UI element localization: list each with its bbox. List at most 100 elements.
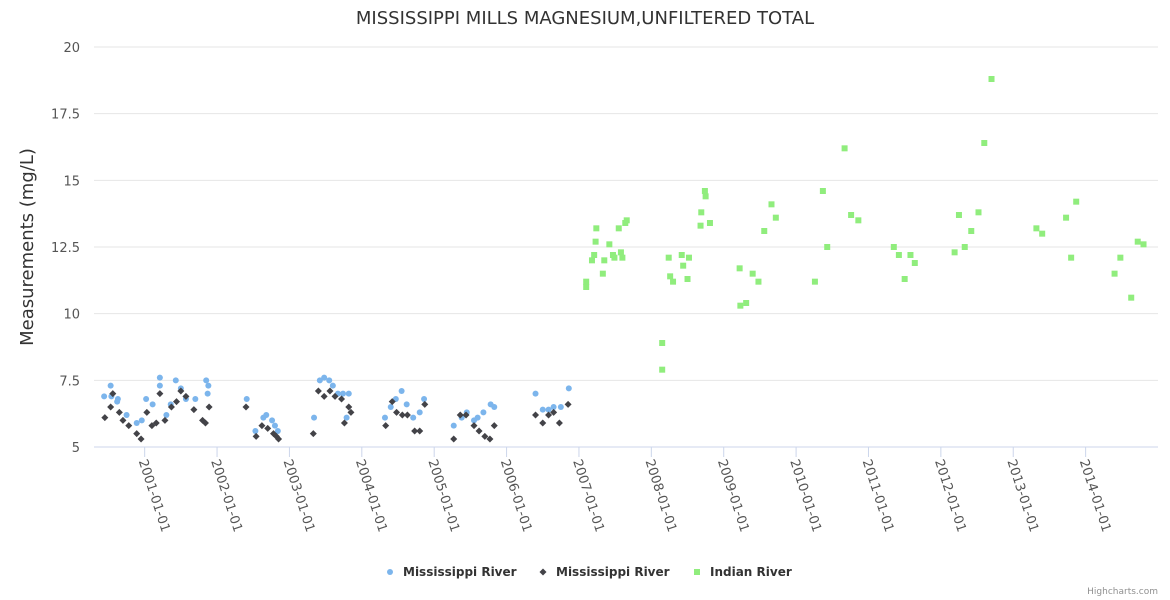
- legend-label[interactable]: Indian River: [710, 565, 792, 579]
- data-point[interactable]: [275, 435, 283, 443]
- data-point[interactable]: [550, 408, 558, 416]
- legend[interactable]: Mississippi River Mississippi River Indian…: [387, 565, 792, 579]
- data-point[interactable]: [339, 390, 346, 397]
- data-point[interactable]: [123, 412, 130, 418]
- data-point[interactable]: [684, 276, 691, 282]
- data-point[interactable]: [539, 406, 546, 413]
- data-point[interactable]: [421, 400, 429, 408]
- data-point[interactable]: [107, 382, 114, 389]
- data-point[interactable]: [137, 435, 145, 443]
- data-point[interactable]: [167, 403, 175, 411]
- data-point[interactable]: [343, 414, 350, 421]
- data-point[interactable]: [606, 241, 613, 248]
- data-point[interactable]: [667, 273, 674, 280]
- data-point[interactable]: [205, 382, 212, 389]
- data-point[interactable]: [617, 249, 624, 256]
- legend-symbol[interactable]: [694, 569, 700, 575]
- data-point[interactable]: [115, 408, 123, 416]
- data-point[interactable]: [101, 393, 108, 400]
- data-point[interactable]: [486, 435, 494, 443]
- data-point[interactable]: [416, 427, 424, 435]
- data-point[interactable]: [340, 419, 348, 427]
- data-point[interactable]: [138, 417, 145, 424]
- data-point[interactable]: [152, 419, 160, 427]
- data-point[interactable]: [321, 374, 328, 381]
- data-point[interactable]: [768, 201, 775, 208]
- data-point[interactable]: [192, 396, 199, 402]
- data-point[interactable]: [314, 387, 322, 395]
- data-point[interactable]: [475, 427, 483, 435]
- data-point[interactable]: [890, 244, 897, 250]
- data-point[interactable]: [1117, 254, 1124, 261]
- data-point[interactable]: [149, 401, 156, 408]
- data-point[interactable]: [242, 403, 250, 411]
- data-point[interactable]: [269, 417, 276, 424]
- data-point[interactable]: [907, 252, 914, 258]
- data-point[interactable]: [252, 432, 260, 440]
- data-point[interactable]: [274, 428, 281, 434]
- data-point[interactable]: [311, 414, 318, 421]
- data-point[interactable]: [156, 374, 163, 381]
- data-point[interactable]: [264, 424, 272, 432]
- data-point[interactable]: [824, 244, 831, 250]
- data-point[interactable]: [1068, 254, 1075, 261]
- data-point[interactable]: [201, 419, 209, 427]
- data-point[interactable]: [338, 395, 346, 403]
- data-point[interactable]: [588, 257, 595, 264]
- data-point[interactable]: [555, 419, 563, 427]
- data-point[interactable]: [204, 390, 211, 397]
- data-point[interactable]: [393, 408, 401, 416]
- data-point[interactable]: [855, 217, 862, 224]
- data-point[interactable]: [450, 422, 457, 429]
- data-point[interactable]: [981, 140, 988, 146]
- data-point[interactable]: [143, 408, 151, 416]
- data-point[interactable]: [665, 254, 672, 261]
- data-point[interactable]: [736, 265, 743, 272]
- data-point[interactable]: [119, 416, 127, 424]
- data-point[interactable]: [133, 430, 141, 438]
- data-point[interactable]: [545, 411, 553, 419]
- data-point[interactable]: [961, 244, 968, 250]
- data-point[interactable]: [133, 420, 140, 426]
- data-point[interactable]: [583, 278, 590, 285]
- data-point[interactable]: [1140, 241, 1147, 248]
- data-point[interactable]: [177, 387, 185, 395]
- data-point[interactable]: [1039, 230, 1046, 237]
- data-point[interactable]: [345, 390, 352, 397]
- data-point[interactable]: [659, 340, 666, 346]
- data-point[interactable]: [316, 377, 323, 384]
- data-point[interactable]: [685, 254, 692, 261]
- data-point[interactable]: [398, 388, 405, 394]
- data-point[interactable]: [410, 414, 417, 421]
- data-point[interactable]: [698, 209, 705, 216]
- data-point[interactable]: [755, 278, 762, 285]
- data-point[interactable]: [347, 408, 355, 416]
- data-point[interactable]: [470, 422, 478, 430]
- data-point[interactable]: [619, 254, 626, 261]
- legend-item[interactable]: Mississippi River: [387, 565, 517, 579]
- data-point[interactable]: [421, 396, 428, 402]
- data-point[interactable]: [593, 225, 600, 232]
- data-point[interactable]: [148, 422, 156, 430]
- data-point[interactable]: [895, 252, 902, 258]
- data-point[interactable]: [911, 260, 918, 266]
- data-point[interactable]: [841, 145, 848, 152]
- data-point[interactable]: [205, 403, 213, 411]
- legend-label[interactable]: Mississippi River: [403, 565, 517, 579]
- legend-item[interactable]: Mississippi River: [539, 565, 670, 579]
- data-point[interactable]: [114, 396, 121, 402]
- data-point[interactable]: [462, 411, 470, 419]
- data-point[interactable]: [599, 270, 606, 277]
- data-point[interactable]: [125, 422, 133, 430]
- data-point[interactable]: [811, 278, 818, 285]
- data-point[interactable]: [326, 387, 334, 395]
- data-point[interactable]: [381, 414, 388, 421]
- data-point[interactable]: [107, 403, 115, 411]
- data-point[interactable]: [955, 212, 962, 218]
- data-point[interactable]: [382, 422, 390, 430]
- data-point[interactable]: [968, 228, 975, 234]
- data-point[interactable]: [1134, 238, 1141, 245]
- legend-label[interactable]: Mississippi River: [556, 565, 670, 579]
- data-point[interactable]: [156, 382, 163, 389]
- legend-symbol[interactable]: [539, 568, 547, 576]
